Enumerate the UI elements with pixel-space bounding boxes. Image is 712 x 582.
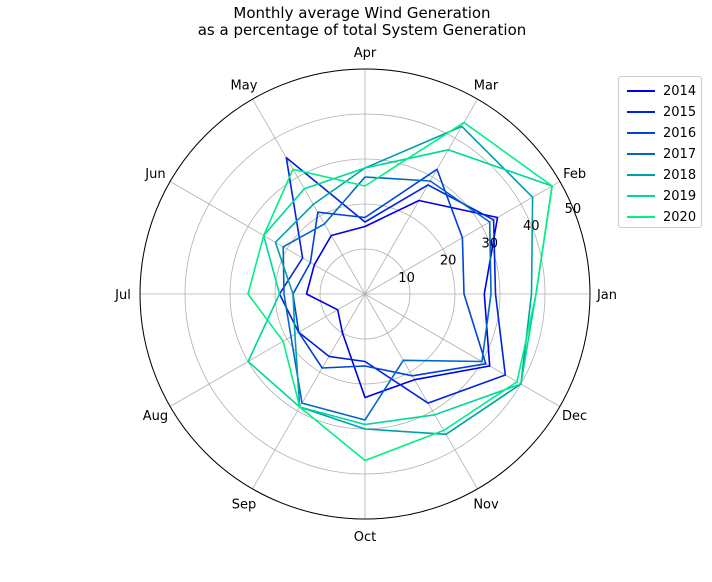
legend-item: 2015 — [627, 103, 696, 121]
legend-label: 2015 — [663, 104, 697, 120]
angle-tick-label: Nov — [473, 498, 499, 513]
series-line — [274, 125, 534, 436]
legend-item: 2020 — [627, 208, 696, 226]
legend-item: 2019 — [627, 187, 696, 205]
legend-swatch — [627, 132, 655, 134]
angle-tick-label: Jan — [596, 288, 617, 303]
legend-item: 2017 — [627, 145, 696, 163]
legend-label: 2018 — [663, 167, 697, 183]
legend-swatch — [627, 111, 655, 113]
legend-swatch — [627, 174, 655, 176]
angular-gridline — [252, 293, 366, 490]
angle-tick-label: Feb — [563, 167, 586, 182]
angle-tick-label: Apr — [354, 46, 377, 61]
radial-tick-label: 20 — [440, 254, 457, 269]
legend-swatch — [627, 90, 655, 92]
legend: 2014 2015 2016 2017 2018 2019 2020 — [618, 76, 702, 228]
legend-item: 2018 — [627, 166, 696, 184]
angle-tick-label: May — [231, 78, 258, 93]
angle-tick-label: Sep — [232, 498, 257, 513]
legend-label: 2014 — [663, 83, 697, 99]
legend-label: 2017 — [663, 146, 697, 162]
angle-tick-label: Dec — [562, 409, 587, 424]
radial-tick-label: 30 — [481, 236, 498, 251]
angular-gridline — [364, 293, 561, 407]
series-line — [282, 176, 492, 421]
series-line — [247, 149, 553, 426]
angle-tick-label: Jun — [144, 167, 165, 182]
legend-label: 2019 — [663, 188, 697, 204]
chart-subtitle: as a percentage of total System Generati… — [197, 21, 527, 39]
legend-item: 2014 — [627, 82, 696, 100]
radial-tick-label: 40 — [523, 219, 540, 234]
legend-swatch — [627, 195, 655, 197]
series-line — [305, 199, 499, 399]
angular-gridline — [169, 293, 366, 407]
legend-swatch — [627, 153, 655, 155]
angular-gridline — [364, 293, 478, 490]
series-line — [247, 121, 553, 462]
angular-gridline — [252, 98, 366, 295]
angle-tick-label: Aug — [143, 409, 168, 424]
legend-item: 2016 — [627, 124, 696, 142]
radial-tick-label: 10 — [398, 271, 415, 286]
legend-label: 2020 — [663, 209, 697, 225]
legend-swatch — [627, 216, 655, 218]
chart-title: Monthly average Wind Generation — [233, 4, 491, 22]
angular-gridline — [169, 181, 366, 295]
angle-tick-label: Jul — [114, 288, 131, 303]
angular-gridline — [364, 98, 478, 295]
angle-tick-label: Mar — [474, 78, 499, 93]
polar-frame — [139, 68, 591, 520]
angle-tick-label: Oct — [354, 530, 376, 545]
legend-label: 2016 — [663, 125, 697, 141]
radial-tick-label: 50 — [565, 202, 582, 217]
